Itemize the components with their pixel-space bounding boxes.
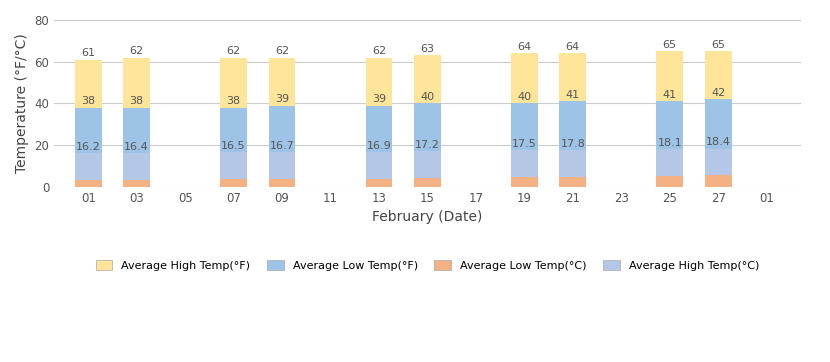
Bar	[511, 150, 538, 187]
Bar	[75, 153, 101, 187]
Text: 5.6: 5.6	[710, 165, 727, 174]
Bar	[220, 58, 247, 187]
Text: 18.4: 18.4	[706, 138, 730, 147]
Text: 41: 41	[662, 90, 676, 100]
Text: 38: 38	[227, 96, 241, 106]
Text: 17.8: 17.8	[560, 139, 585, 149]
Text: 41: 41	[566, 90, 580, 100]
Bar	[124, 153, 150, 187]
Text: 16.4: 16.4	[124, 142, 149, 152]
Text: 65: 65	[662, 39, 676, 50]
Bar	[705, 51, 731, 187]
Y-axis label: Temperature (°F/°C): Temperature (°F/°C)	[15, 34, 29, 173]
Text: 64: 64	[566, 42, 580, 52]
Text: 62: 62	[372, 46, 386, 56]
Bar	[657, 51, 683, 187]
Text: 5.2: 5.2	[661, 165, 679, 176]
X-axis label: February (Date): February (Date)	[372, 210, 482, 224]
Bar	[705, 148, 731, 187]
Bar	[414, 178, 441, 187]
Text: 17.2: 17.2	[415, 140, 440, 150]
Text: 16.9: 16.9	[367, 140, 392, 151]
Text: 38: 38	[81, 96, 95, 106]
Bar	[269, 152, 295, 187]
Text: 16.2: 16.2	[76, 142, 100, 152]
Legend: Average High Temp(°F), Average Low Temp(°F), Average Low Temp(°C), Average High : Average High Temp(°F), Average Low Temp(…	[91, 256, 764, 275]
Bar	[511, 53, 538, 187]
Bar	[511, 104, 538, 187]
Bar	[124, 58, 150, 187]
Bar	[559, 177, 586, 187]
Text: 16.5: 16.5	[222, 142, 246, 151]
Bar	[75, 60, 101, 187]
Bar	[511, 177, 538, 187]
Bar	[414, 151, 441, 187]
Text: 3.8: 3.8	[273, 168, 291, 178]
Text: 38: 38	[129, 96, 144, 106]
Bar	[559, 53, 586, 187]
Bar	[559, 150, 586, 187]
Bar	[559, 101, 586, 187]
Text: 17.5: 17.5	[512, 139, 537, 150]
Bar	[124, 108, 150, 187]
Text: 42: 42	[711, 88, 725, 98]
Bar	[705, 175, 731, 187]
Bar	[366, 152, 393, 187]
Bar	[269, 58, 295, 187]
Text: 62: 62	[129, 46, 144, 56]
Bar	[124, 180, 150, 187]
Bar	[75, 180, 101, 187]
Bar	[657, 176, 683, 187]
Text: 4.0: 4.0	[370, 168, 388, 178]
Text: 40: 40	[420, 92, 434, 102]
Text: 40: 40	[517, 92, 531, 102]
Text: 4.9: 4.9	[564, 166, 582, 176]
Bar	[366, 106, 393, 187]
Bar	[220, 152, 247, 187]
Text: 62: 62	[227, 46, 241, 56]
Bar	[269, 106, 295, 187]
Text: 16.7: 16.7	[270, 141, 295, 151]
Text: 4.3: 4.3	[418, 167, 437, 177]
Text: 39: 39	[372, 94, 386, 104]
Bar	[414, 104, 441, 187]
Text: 3.4: 3.4	[128, 169, 145, 179]
Text: 62: 62	[275, 46, 289, 56]
Text: 18.1: 18.1	[657, 138, 682, 148]
Bar	[657, 101, 683, 187]
Text: 4.6: 4.6	[515, 167, 533, 177]
Bar	[220, 108, 247, 187]
Bar	[657, 149, 683, 187]
Bar	[366, 178, 393, 187]
Bar	[705, 99, 731, 187]
Text: 3.6: 3.6	[225, 169, 242, 179]
Bar	[75, 108, 101, 187]
Text: 61: 61	[81, 48, 95, 58]
Bar	[220, 180, 247, 187]
Text: 39: 39	[275, 94, 289, 104]
Bar	[414, 55, 441, 187]
Text: 3.2: 3.2	[80, 169, 97, 180]
Text: 64: 64	[517, 42, 531, 52]
Bar	[269, 179, 295, 187]
Text: 63: 63	[421, 44, 434, 54]
Text: 65: 65	[711, 39, 725, 50]
Bar	[366, 58, 393, 187]
